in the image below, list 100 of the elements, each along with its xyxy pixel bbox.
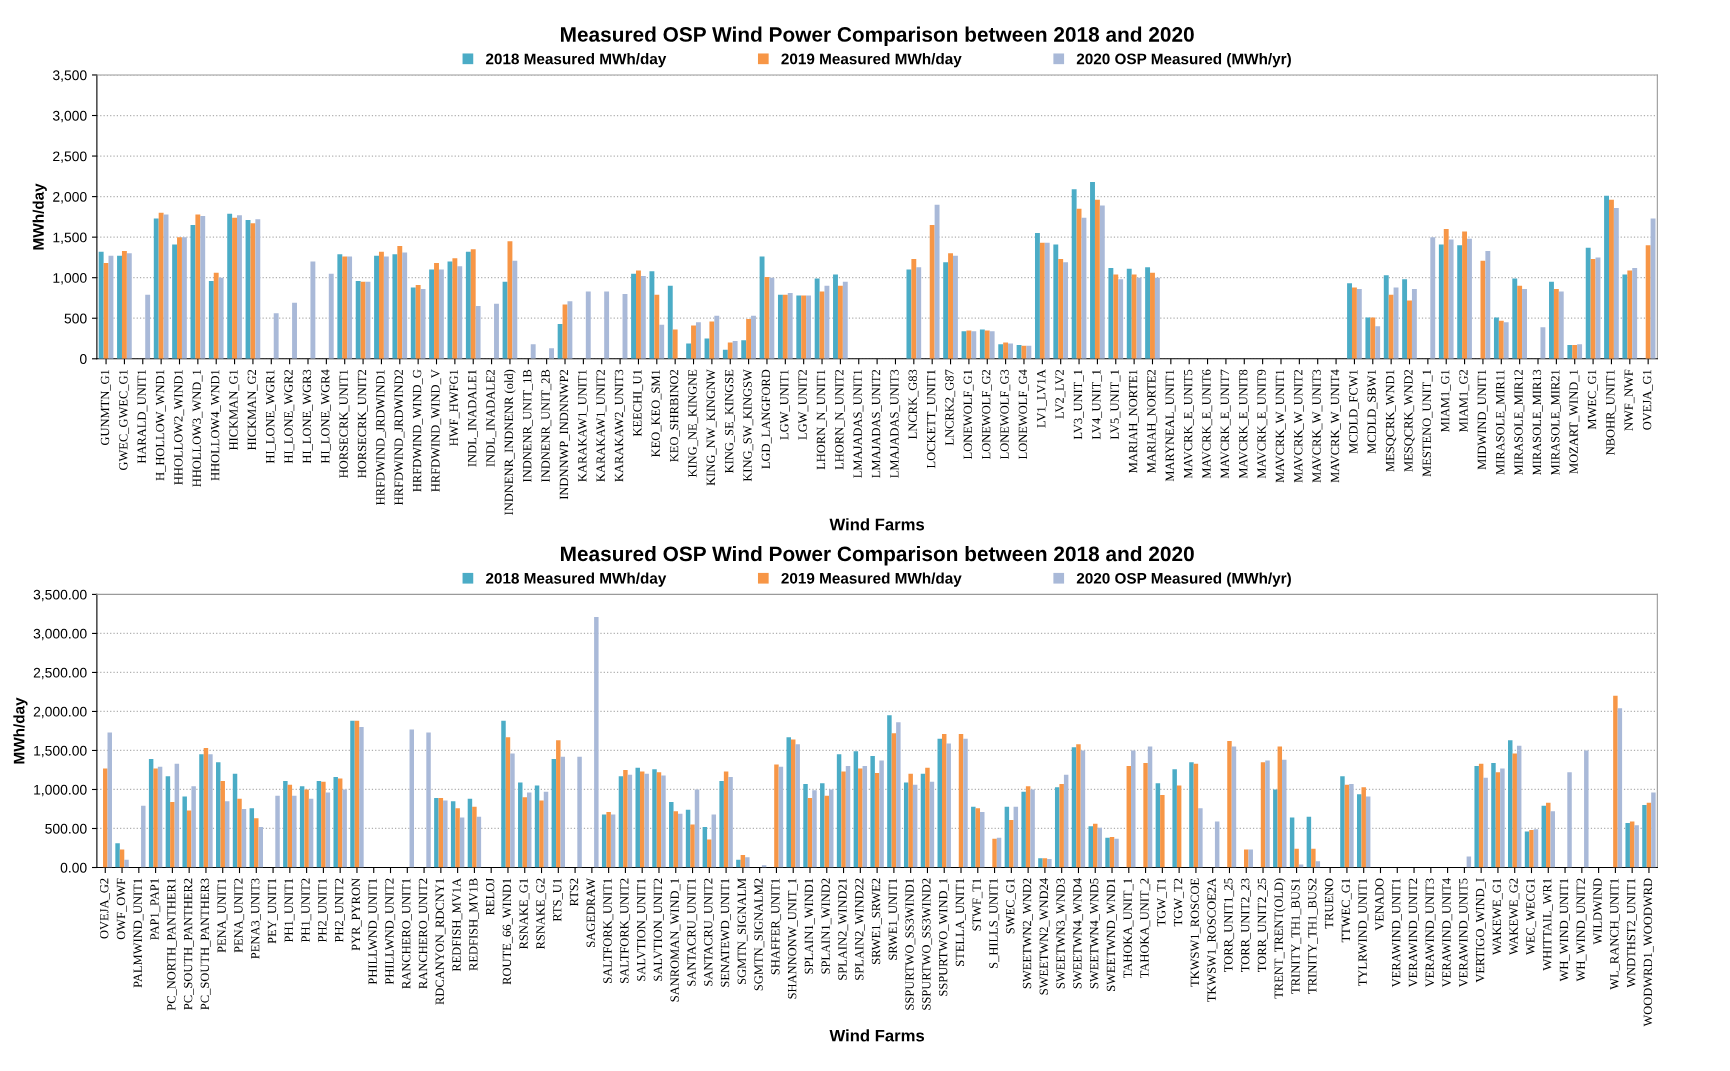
bar bbox=[934, 204, 940, 359]
bar bbox=[644, 773, 649, 868]
x-tick-label: SGMTN_SIGNALM2 bbox=[754, 878, 765, 991]
x-tick-label: MIDWIND_UNIT1 bbox=[1477, 369, 1488, 470]
x-tick-label: HI_LONE_WGR4 bbox=[321, 369, 331, 464]
x-tick-label: SWEC_G1 bbox=[1006, 878, 1016, 934]
x-tick-label: TYLRWIND_UNIT1 bbox=[1358, 878, 1369, 987]
y-axis-title: MWh/day bbox=[13, 697, 28, 764]
bar bbox=[1645, 245, 1651, 359]
bar bbox=[801, 295, 807, 359]
x-tick-label: PHILLWND_UNIT1 bbox=[368, 878, 379, 985]
bar bbox=[501, 720, 506, 868]
bar bbox=[695, 322, 701, 359]
bar bbox=[1493, 317, 1499, 359]
bar bbox=[803, 784, 808, 868]
bar bbox=[1356, 289, 1362, 359]
x-tick-label: GWEC_GWEC_G1 bbox=[119, 369, 130, 471]
bar bbox=[208, 754, 213, 868]
bar bbox=[795, 744, 800, 868]
x-tick-label: SANROMAN_WIND_1 bbox=[670, 878, 681, 1002]
x-tick-label: ROUTE_66_WIND1 bbox=[502, 878, 513, 985]
bar bbox=[1113, 274, 1119, 359]
x-tick-label: WOODWRD1_WOODWRD bbox=[1643, 878, 1654, 1027]
bar bbox=[1071, 189, 1077, 359]
bar bbox=[1540, 327, 1546, 359]
y-tick-label: 3,500 bbox=[52, 70, 87, 82]
bar bbox=[777, 294, 783, 359]
x-tick-label: SWEETWN4_WND5 bbox=[1089, 878, 1100, 989]
bar bbox=[1448, 239, 1454, 359]
bar bbox=[1150, 272, 1155, 359]
x-tick-label: PENA_UNIT2 bbox=[234, 878, 245, 953]
bar bbox=[1480, 260, 1486, 359]
bar bbox=[1094, 199, 1100, 359]
x-tick-label: INDNENR_UNIT_1B bbox=[523, 369, 533, 482]
bar bbox=[1572, 345, 1578, 359]
chart-title: Measured OSP Wind Power Comparison between 2018 and 2020 bbox=[560, 545, 1194, 566]
bar bbox=[378, 251, 384, 359]
x-tick-label: HICKMAN_G1 bbox=[229, 369, 240, 451]
bar bbox=[452, 258, 458, 359]
bar bbox=[475, 306, 481, 359]
bar bbox=[1349, 784, 1354, 868]
x-tick-label: LNCRK_G83 bbox=[908, 369, 919, 439]
x-tick-label: RSNAKE_G2 bbox=[536, 878, 547, 950]
bar bbox=[1584, 750, 1589, 868]
bar bbox=[507, 241, 513, 359]
x-tick-label: LMAJADAS_UNIT1 bbox=[853, 369, 864, 478]
bar bbox=[1265, 760, 1270, 868]
bar bbox=[455, 808, 460, 868]
x-tick-label: MAVCRK_E_UNIT7 bbox=[1220, 369, 1231, 479]
bar bbox=[181, 237, 187, 359]
bar bbox=[686, 343, 692, 359]
bar bbox=[1034, 233, 1040, 359]
bar bbox=[1365, 317, 1371, 359]
bar bbox=[640, 276, 646, 359]
x-tick-label: WAKEWE_G2 bbox=[1509, 878, 1520, 955]
x-tick-label: MAVCRK_W_UNIT4 bbox=[1330, 369, 1341, 483]
bar bbox=[337, 254, 343, 359]
bar bbox=[971, 806, 976, 868]
bar bbox=[1549, 281, 1554, 359]
x-tick-label: NWF_NWF bbox=[1624, 369, 1635, 431]
bar bbox=[1039, 242, 1045, 359]
x-tick-label: SALTFORK_UNIT1 bbox=[603, 878, 614, 983]
bar bbox=[714, 315, 720, 359]
y-axis-title: MWh/day bbox=[32, 183, 47, 250]
x-tick-label: MIRASOLE_MIR21 bbox=[1551, 369, 1561, 476]
bar bbox=[1160, 794, 1165, 868]
bar bbox=[328, 273, 334, 359]
bar bbox=[1402, 279, 1408, 359]
bar bbox=[1016, 345, 1022, 359]
x-tick-label: KEO_SHRBINO2 bbox=[669, 369, 680, 462]
bar bbox=[1154, 277, 1160, 359]
x-tick-label: TAHOKA_UNIT_2 bbox=[1140, 878, 1151, 979]
bar bbox=[649, 271, 655, 359]
x-tick-label: MAVCRK_W_UNIT2 bbox=[1294, 369, 1304, 483]
x-tick-label: SANTACRU_UNIT1 bbox=[687, 878, 698, 986]
x-tick-label: TORR_UNIT1_25 bbox=[1224, 878, 1235, 972]
bar bbox=[879, 760, 884, 868]
bar bbox=[1474, 766, 1479, 868]
bar bbox=[567, 301, 573, 359]
y-tick-label: 500.00 bbox=[45, 823, 87, 834]
x-tick-label: LV2_LV2 bbox=[1055, 369, 1066, 419]
bar bbox=[141, 805, 146, 868]
x-tick-label: HI_LONE_WGR3 bbox=[302, 369, 313, 464]
bar bbox=[213, 272, 219, 359]
x-tick-label: PH2_UNIT1 bbox=[318, 878, 329, 943]
bar bbox=[667, 285, 673, 359]
bar bbox=[1407, 300, 1412, 359]
x-tick-label: RELOJ bbox=[485, 878, 495, 916]
bar bbox=[911, 259, 917, 359]
bar bbox=[908, 773, 913, 868]
x-tick-label: PC_SOUTH_PANTHER3 bbox=[200, 878, 211, 1010]
bar bbox=[963, 738, 968, 868]
bar bbox=[824, 285, 830, 359]
x-tick-label: KARAKAW1_UNIT2 bbox=[596, 369, 607, 482]
bar bbox=[182, 796, 187, 868]
x-tick-label: OVEJA_G2 bbox=[100, 878, 110, 939]
x-tick-label: MESQCRK_WND1 bbox=[1385, 369, 1397, 472]
bar bbox=[1351, 287, 1357, 359]
bar bbox=[1172, 769, 1177, 868]
bar bbox=[145, 294, 151, 359]
